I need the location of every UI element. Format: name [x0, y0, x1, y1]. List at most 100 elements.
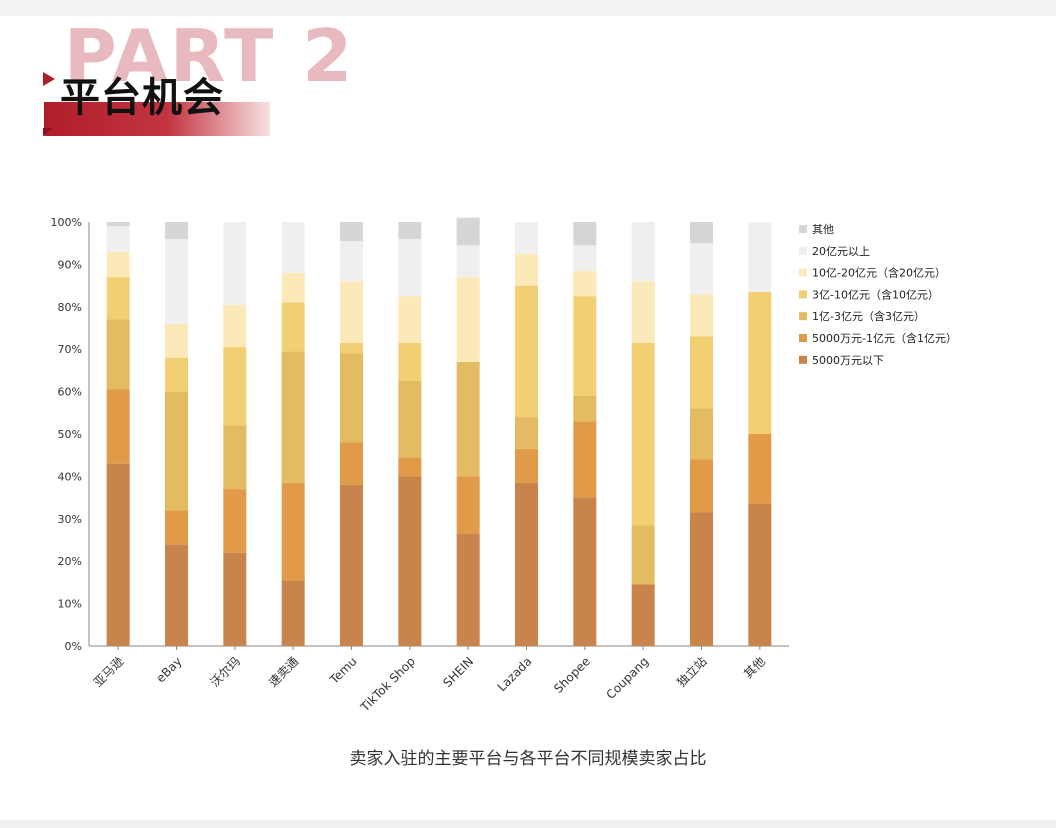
bar-segment — [573, 395, 597, 422]
bar-segment — [631, 222, 655, 282]
legend-label: 10亿-20亿元（含20亿元） — [812, 266, 946, 280]
bar-segment — [165, 222, 188, 239]
bar-segment — [281, 302, 305, 352]
bar-segment — [340, 353, 363, 443]
bar-segment — [456, 476, 480, 534]
bottom-band — [0, 820, 1056, 828]
bar-segment — [340, 484, 363, 646]
bar-segment — [515, 285, 538, 418]
bar-segment — [106, 222, 130, 227]
chart-caption: 卖家入驻的主要平台与各平台不同规模卖家占比 — [349, 749, 707, 769]
bar-segment — [690, 294, 713, 337]
bar-segment — [398, 342, 422, 381]
part-label: PART 2 — [64, 14, 355, 98]
bar-segment — [456, 533, 480, 646]
y-tick-label: 60% — [58, 386, 82, 399]
bar-segment — [340, 222, 363, 242]
bar-segment — [165, 357, 188, 392]
bar-segment — [281, 580, 305, 646]
bar-segment — [748, 291, 772, 434]
bar-segment — [398, 222, 422, 239]
bar-segment — [515, 222, 538, 254]
bar-segment — [223, 347, 247, 426]
bar-segment — [106, 226, 130, 252]
bar-segment — [281, 222, 305, 273]
legend-label: 1亿-3亿元（含3亿元） — [812, 309, 925, 323]
bar-segment — [165, 323, 188, 358]
bar-segment — [690, 512, 713, 646]
ribbon-arrow-icon — [43, 72, 55, 86]
x-tick-label: eBay — [153, 654, 184, 685]
bar-segment — [340, 241, 363, 282]
bar-segment — [631, 281, 655, 343]
legend-swatch — [799, 355, 807, 364]
bar-segment — [398, 457, 422, 477]
x-tick-label: Shopee — [551, 654, 593, 696]
bar-segment — [281, 351, 305, 483]
bar-segment — [631, 342, 655, 526]
y-tick-label: 100% — [51, 216, 82, 229]
x-tick-label: 独立站 — [674, 654, 710, 690]
title-ribbon — [44, 102, 270, 136]
bar-segment — [690, 243, 713, 295]
y-tick-label: 10% — [58, 598, 82, 611]
bar-segment — [223, 425, 247, 490]
bar-segment — [340, 281, 363, 343]
y-tick-label: 30% — [58, 513, 82, 526]
bar-segment — [223, 552, 247, 646]
bar-segment — [456, 361, 480, 477]
bar-segment — [223, 304, 247, 348]
bar-segment — [690, 408, 713, 460]
legend-swatch — [799, 246, 807, 255]
bar-segment — [456, 217, 480, 246]
bar-segment — [165, 544, 188, 646]
bar-segment — [165, 238, 188, 324]
bar-segment — [515, 253, 538, 286]
bar-segment — [398, 238, 422, 297]
bar-segment — [223, 489, 247, 553]
bar-segment — [573, 421, 597, 498]
bar-segment — [281, 272, 305, 303]
legend-swatch — [799, 312, 807, 321]
legend-swatch — [799, 290, 807, 299]
y-tick-label: 80% — [58, 301, 82, 314]
y-tick-label: 0% — [65, 640, 82, 653]
bar-segment — [456, 277, 480, 362]
bar-segment — [398, 296, 422, 343]
bar-segment — [340, 442, 363, 485]
y-tick-label: 40% — [58, 470, 82, 483]
y-tick-label: 20% — [58, 555, 82, 568]
bar-segment — [573, 222, 597, 246]
legend-label: 5000万元以下 — [812, 354, 884, 367]
y-tick-label: 50% — [58, 428, 82, 441]
y-tick-label: 90% — [58, 258, 82, 271]
bar-segment — [398, 476, 422, 646]
bar-segment — [748, 222, 772, 292]
bar-segment — [573, 296, 597, 396]
ribbon-fold-icon — [43, 128, 53, 136]
bar-segment — [456, 245, 480, 278]
bar-segment — [281, 482, 305, 581]
bar-segment — [340, 342, 363, 354]
bar-segment — [690, 222, 713, 244]
bar-segment — [690, 336, 713, 409]
bar-segment — [748, 503, 772, 646]
x-tick-label: 速卖通 — [266, 654, 301, 689]
legend-label: 5000万元-1亿元（含1亿元） — [812, 331, 957, 345]
bar-segment — [631, 584, 655, 646]
x-tick-label: 亚马逊 — [91, 654, 126, 689]
bar-segment — [106, 463, 130, 646]
page-title: 平台机会 — [60, 75, 224, 121]
x-tick-label: 其他 — [741, 654, 768, 681]
legend-swatch — [799, 225, 807, 233]
legend-swatch — [799, 268, 807, 277]
bar-segment — [106, 251, 130, 278]
x-tick-label: Lazada — [495, 654, 535, 694]
bar-segment — [573, 245, 597, 271]
bar-segment — [515, 482, 538, 646]
legend-swatch — [799, 334, 807, 342]
top-band — [0, 0, 1056, 16]
bar-segment — [106, 277, 130, 320]
bar-segment — [515, 448, 538, 483]
